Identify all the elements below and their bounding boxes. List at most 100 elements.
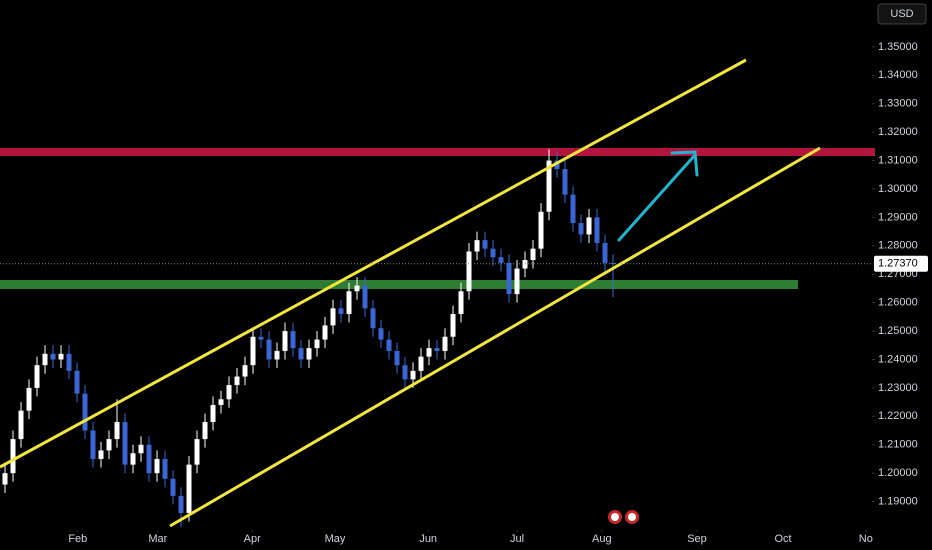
candle-body [18,410,24,440]
candle-body [154,458,160,474]
candle-body [194,439,200,465]
candle-body [570,194,576,224]
candle-body [426,348,432,357]
candle-body [130,453,136,465]
candle-body [122,422,128,465]
candle-body [26,387,32,411]
candle-body [170,478,176,496]
candle-body [538,211,544,249]
y-tick-label: 1.19000 [878,495,918,507]
candle-body [314,339,320,349]
candle-body [90,430,96,459]
candle-body [610,262,616,264]
candle-body [298,348,304,360]
candle-body [138,444,144,454]
candle-body [450,314,456,337]
candle-body [546,160,552,212]
candle-body [66,353,72,371]
candle-body [474,240,480,252]
candle-body [378,328,384,340]
y-tick-label: 1.28000 [878,240,918,252]
x-tick-label: Jul [510,533,524,545]
last-price-label: 1.27370 [878,258,918,270]
candle-body [34,365,40,388]
x-tick-label: May [325,533,346,545]
candle-body [466,251,472,292]
x-tick-label: No [859,533,873,545]
x-tick-label: Mar [148,533,167,545]
candle-body [530,248,536,261]
candle-body [210,404,216,423]
x-tick-label: Jun [419,533,437,545]
candle-body [162,458,168,479]
candle-body [410,370,416,380]
candle-body [458,291,464,315]
last-price-box [874,255,928,272]
candle-body [146,444,152,474]
candle-body [594,217,600,243]
candle-body [178,495,184,513]
candle-body [602,242,608,263]
x-tick-label: Feb [68,533,87,545]
candle-body [2,473,8,485]
candle-body [490,248,496,258]
candle-body [418,356,424,371]
currency-box [877,3,927,25]
y-tick-label: 1.25000 [878,325,918,337]
candle-body [186,464,192,513]
arrow [617,150,699,242]
y-tick-label: 1.21000 [878,439,918,451]
candle-body [10,439,16,474]
candle-body [106,439,112,451]
candle-body [522,260,528,269]
x-tick-label: Apr [244,533,261,545]
candle-body [258,336,264,340]
candle-body [346,291,352,315]
candle-body [586,217,592,235]
candle-body [234,376,240,386]
candle-body [114,422,120,440]
candle-body [338,308,344,315]
y-tick-label: 1.33000 [878,98,918,110]
y-tick-label: 1.35000 [878,41,918,53]
y-tick-label: 1.24000 [878,353,918,365]
candle-body [578,223,584,235]
y-tick-label: 1.22000 [878,410,918,422]
candle-body [370,308,376,329]
y-tick-label: 1.32000 [878,126,918,138]
candle-body [562,169,568,195]
candles [2,149,616,528]
resistance-zone [0,148,875,156]
candle-body [82,393,88,431]
candle-body [290,331,296,349]
candle-body [218,399,224,405]
candle-body [386,339,392,351]
channel-lower [169,146,821,528]
candle-body [58,353,64,360]
candle-body [274,350,280,360]
candle-body [42,353,48,366]
candle-body [330,308,336,326]
candle-body [282,331,288,351]
channel-upper [0,58,747,469]
candle-body [250,336,256,366]
currency-label: USD [890,8,913,20]
event-icons [608,510,639,524]
candle-body [482,240,488,249]
candle-body [226,385,232,400]
y-tick-label: 1.31000 [878,154,918,166]
candle-body [202,422,208,440]
candle-body [362,285,368,309]
candle-body [514,268,520,295]
y-tick-label: 1.30000 [878,183,918,195]
candle-body [442,336,448,351]
candle-body [506,262,512,295]
candle-body [74,370,80,394]
candle-body [322,325,328,340]
candle-body [266,339,272,360]
candle-body [402,365,408,380]
y-tick-label: 1.29000 [878,211,918,223]
y-tick-label: 1.20000 [878,467,918,479]
